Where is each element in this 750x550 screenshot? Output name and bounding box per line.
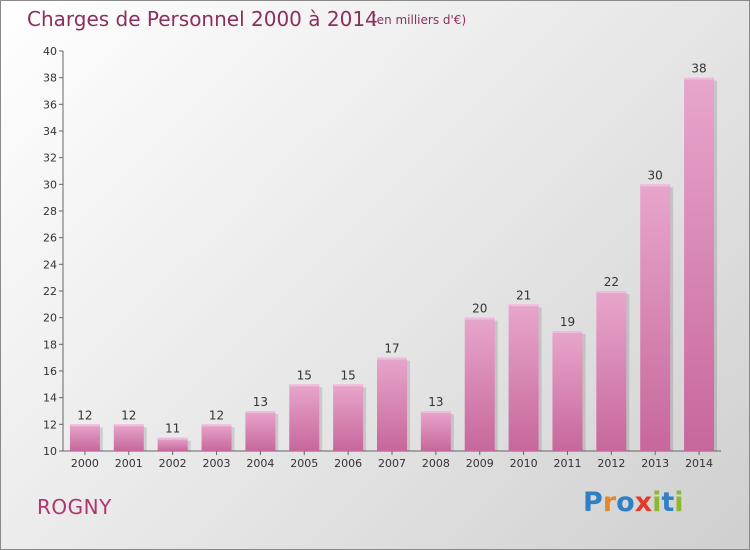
logo-letter: r [602,487,617,518]
logo-letter: i [674,487,684,518]
bar [113,424,144,451]
bar-top [245,411,276,413]
data-label: 19 [560,315,575,329]
data-label: 13 [428,395,443,409]
bar [333,384,364,451]
bar [69,424,100,451]
y-tick-label: 40 [43,45,57,58]
bar-top [289,384,320,387]
logo-letter: P [583,487,603,518]
bar [552,331,583,451]
bar [640,184,671,452]
x-tick-label: 2008 [422,457,450,470]
x-tick-label: 2010 [510,457,538,470]
data-label: 12 [121,408,136,422]
bar [508,304,539,451]
proxiti-logo: Proxiti [583,487,684,518]
y-tick-label: 28 [43,205,57,218]
data-label: 15 [297,368,312,382]
data-label: 15 [340,368,355,382]
y-tick-label: 32 [43,152,57,165]
bar-top [157,437,188,440]
bar-top [640,184,671,187]
y-tick-label: 10 [43,445,57,458]
y-tick-label: 14 [43,392,57,405]
x-tick-label: 2012 [597,457,625,470]
logo-letter: o [616,487,635,518]
y-tick-label: 24 [43,258,57,271]
y-tick-label: 20 [43,312,57,325]
data-label: 22 [604,275,619,289]
y-tick-label: 18 [43,338,57,351]
x-tick-label: 2000 [71,457,99,470]
bar-top [201,424,232,427]
bar [201,424,232,451]
bar [596,291,627,451]
data-label: 12 [209,408,224,422]
y-tick-label: 34 [43,125,57,138]
x-tick-label: 2013 [641,457,669,470]
bar-top [420,411,451,413]
x-tick-label: 2009 [466,457,494,470]
data-label: 21 [516,288,531,302]
bar [377,357,407,451]
bar [420,411,451,451]
y-tick-label: 30 [43,178,57,191]
data-label: 38 [691,62,706,76]
y-tick-label: 16 [43,365,57,378]
x-tick-label: 2005 [290,457,318,470]
bar-top [333,384,364,387]
logo-letter: t [661,487,675,518]
bar-top [508,304,539,307]
data-label: 11 [165,422,180,436]
bar-top [377,357,407,360]
commune-name: ROGNY [37,495,112,519]
y-tick-label: 36 [43,98,57,111]
data-label: 20 [472,302,487,316]
bar [157,437,188,451]
x-tick-label: 2006 [334,457,362,470]
data-label: 12 [77,408,92,422]
data-label: 13 [253,395,268,409]
data-label: 17 [384,342,399,356]
bar [464,317,495,451]
bar [245,411,276,451]
bar [684,77,715,452]
x-tick-label: 2004 [246,457,274,470]
bar-top [552,331,583,333]
y-tick-label: 12 [43,418,57,431]
x-tick-label: 2014 [685,457,713,470]
x-tick-label: 2002 [159,457,187,470]
bar-top [596,291,627,293]
y-tick-label: 26 [43,232,57,245]
x-tick-label: 2001 [115,457,143,470]
chart-unit-note: (en milliers d'€) [372,13,467,27]
data-label: 30 [648,168,663,182]
x-tick-label: 2003 [203,457,231,470]
logo-letter: i [652,487,662,518]
chart-title: Charges de Personnel 2000 à 2014 [27,7,378,31]
y-tick-label: 22 [43,285,57,298]
x-tick-label: 2011 [553,457,581,470]
bar-top [113,424,144,427]
bar-top [69,424,100,427]
bar-top [684,77,715,80]
bar-top [464,317,495,320]
x-tick-label: 2007 [378,457,406,470]
y-tick-label: 38 [43,72,57,85]
logo-letter: x [634,487,653,518]
bar [289,384,320,451]
